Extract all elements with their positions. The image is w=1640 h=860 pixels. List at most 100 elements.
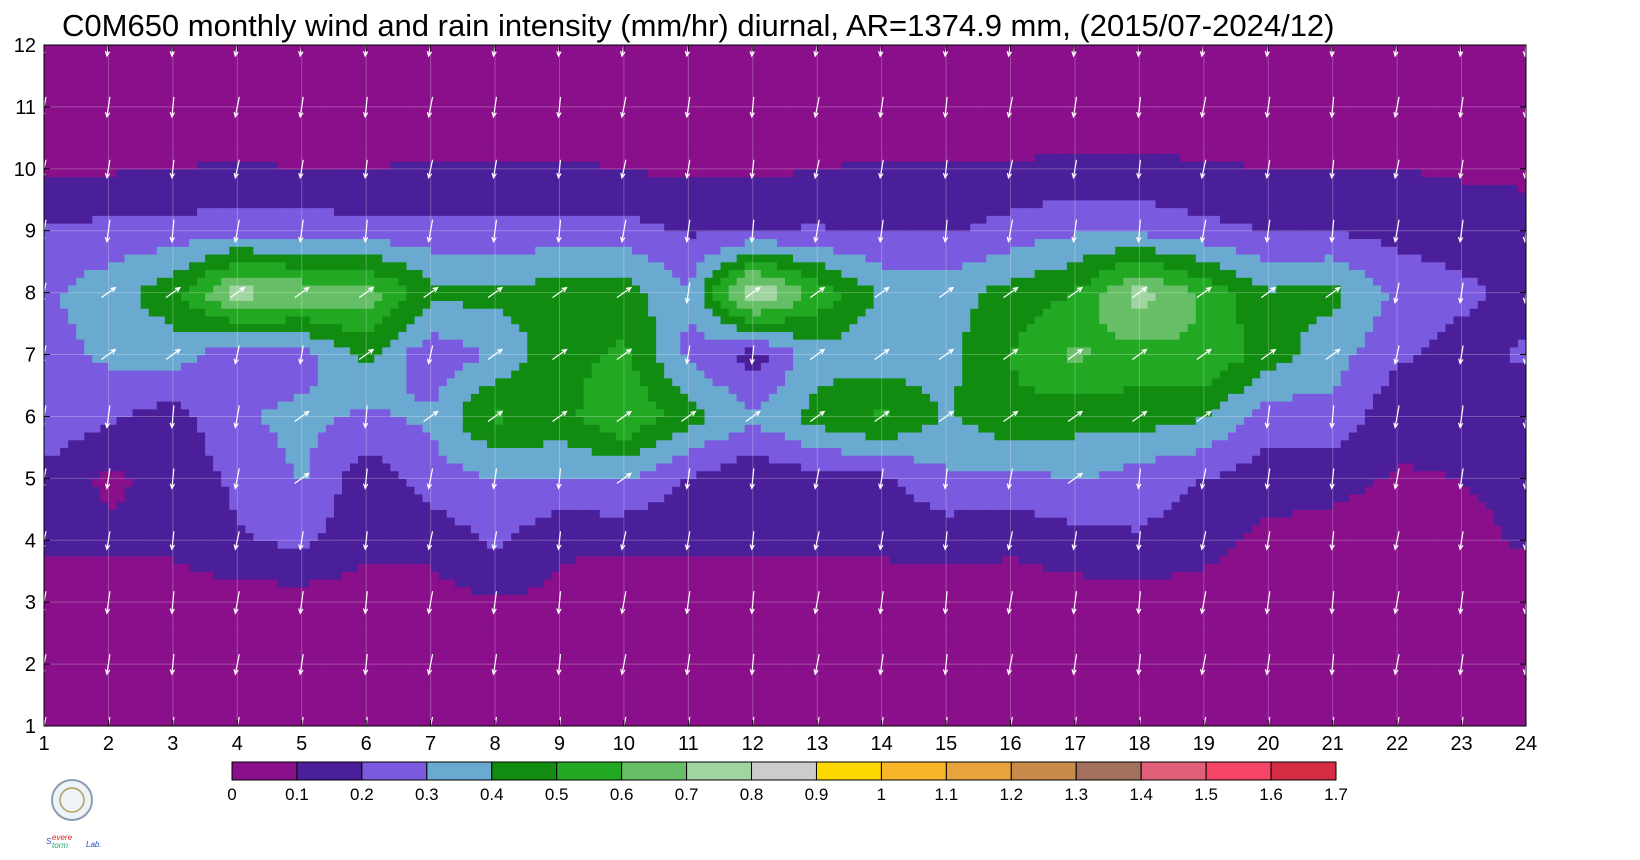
heatmap-cell xyxy=(1356,578,1366,588)
heatmap-cell xyxy=(52,594,61,603)
heatmap-cell xyxy=(309,710,319,719)
heatmap-cell xyxy=(1066,578,1076,588)
heatmap-cell xyxy=(1050,586,1060,596)
heatmap-cell xyxy=(865,664,875,673)
heatmap-cell xyxy=(478,524,488,534)
heatmap-cell xyxy=(1002,524,1012,534)
heatmap-cell xyxy=(672,548,681,557)
heatmap-cell xyxy=(366,586,375,596)
heatmap-cell xyxy=(414,640,424,650)
heatmap-cell xyxy=(785,532,794,541)
heatmap-cell xyxy=(253,571,263,580)
heatmap-cell xyxy=(454,633,464,642)
heatmap-cell xyxy=(84,609,93,619)
heatmap-cell xyxy=(309,695,319,704)
heatmap-cell xyxy=(954,555,963,565)
heatmap-cell xyxy=(825,524,834,534)
heatmap-cell xyxy=(938,517,947,526)
heatmap-cell xyxy=(446,718,456,726)
heatmap-cell xyxy=(656,563,665,572)
heatmap-cell xyxy=(688,578,697,588)
heatmap-cell xyxy=(390,578,399,588)
heatmap-cell xyxy=(486,517,496,526)
heatmap-cell xyxy=(1163,602,1173,611)
heatmap-cell xyxy=(873,640,883,650)
heatmap-cell xyxy=(1300,695,1310,704)
heatmap-cell xyxy=(551,671,561,681)
heatmap-cell xyxy=(801,695,810,704)
heatmap-cell xyxy=(946,571,955,580)
heatmap-cell xyxy=(213,695,222,704)
heatmap-cell xyxy=(350,695,359,704)
heatmap-cell xyxy=(1058,671,1068,681)
heatmap-cell xyxy=(873,571,883,580)
heatmap-cell xyxy=(1316,524,1326,534)
heatmap-cell xyxy=(631,710,641,719)
heatmap-cell xyxy=(809,671,818,681)
heatmap-cell xyxy=(648,640,657,650)
heatmap-cell xyxy=(1227,664,1237,673)
heatmap-cell xyxy=(962,687,971,696)
heatmap-cell xyxy=(213,710,222,719)
heatmap-cell xyxy=(1437,687,1447,696)
heatmap-cell xyxy=(1364,656,1374,665)
heatmap-cell xyxy=(583,633,593,642)
heatmap-cell xyxy=(1284,718,1294,726)
heatmap-cell xyxy=(414,671,424,681)
heatmap-cell xyxy=(342,609,351,619)
heatmap-cell xyxy=(1018,571,1028,580)
heatmap-cell xyxy=(44,679,53,688)
heatmap-cell xyxy=(648,517,657,526)
heatmap-cell xyxy=(1131,578,1140,588)
heatmap-cell xyxy=(809,609,818,619)
heatmap-cell xyxy=(1413,609,1422,619)
heatmap-cell xyxy=(1187,586,1197,596)
heatmap-cell xyxy=(1163,540,1173,549)
heatmap-cell xyxy=(1042,679,1052,688)
heatmap-cell xyxy=(1300,532,1310,541)
heatmap-cell xyxy=(253,633,263,642)
heatmap-cell xyxy=(1292,571,1302,580)
heatmap-cell xyxy=(172,509,182,518)
heatmap-cell xyxy=(76,524,85,534)
heatmap-cell xyxy=(414,625,424,634)
heatmap-cell xyxy=(704,679,714,688)
heatmap-cell xyxy=(1107,517,1116,526)
heatmap-cell xyxy=(1203,548,1213,557)
heatmap-cell xyxy=(350,640,359,650)
heatmap-cell xyxy=(1372,540,1382,549)
heatmap-cell xyxy=(1026,540,1036,549)
heatmap-cell xyxy=(865,687,875,696)
heatmap-cell xyxy=(148,609,158,619)
heatmap-cell xyxy=(1227,648,1237,657)
heatmap-cell xyxy=(454,540,464,549)
heatmap-cell xyxy=(205,509,214,518)
heatmap-cell xyxy=(1364,648,1374,657)
heatmap-cell xyxy=(1324,571,1334,580)
heatmap-cell xyxy=(1372,702,1382,712)
heatmap-cell xyxy=(358,625,367,634)
heatmap-cell xyxy=(446,555,456,565)
heatmap-cell xyxy=(486,648,496,657)
heatmap-cell xyxy=(1461,532,1471,541)
heatmap-cell xyxy=(1171,648,1181,657)
heatmap-cell xyxy=(511,617,520,626)
heatmap-cell xyxy=(60,664,69,673)
heatmap-cell xyxy=(889,656,899,665)
heatmap-cell xyxy=(696,640,706,650)
heatmap-cell xyxy=(1155,633,1165,642)
heatmap-cell xyxy=(849,517,859,526)
heatmap-cell xyxy=(325,664,335,673)
heatmap-cell xyxy=(197,602,206,611)
heatmap-cell xyxy=(1074,656,1084,665)
heatmap-cell xyxy=(1115,617,1124,626)
heatmap-cell xyxy=(728,548,738,557)
heatmap-cell xyxy=(1381,625,1390,634)
heatmap-cell xyxy=(333,718,343,726)
heatmap-cell xyxy=(253,548,263,557)
heatmap-cell xyxy=(631,702,641,712)
heatmap-cell xyxy=(60,555,69,565)
heatmap-cell xyxy=(1316,671,1326,681)
heatmap-cell xyxy=(1042,532,1052,541)
heatmap-cell xyxy=(1300,617,1310,626)
